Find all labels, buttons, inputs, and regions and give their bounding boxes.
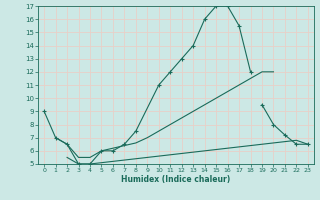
- X-axis label: Humidex (Indice chaleur): Humidex (Indice chaleur): [121, 175, 231, 184]
